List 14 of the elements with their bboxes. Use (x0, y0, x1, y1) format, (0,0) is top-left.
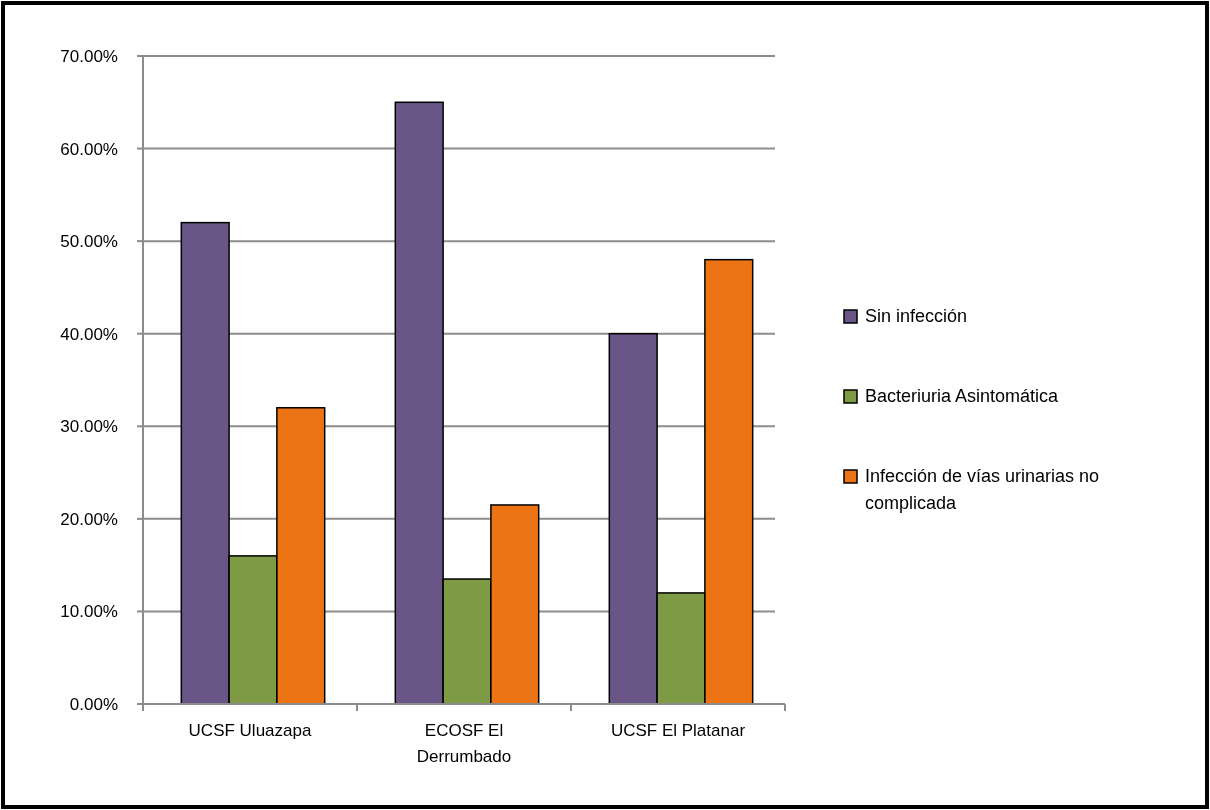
y-tick-label: 0.00% (69, 694, 118, 714)
legend-label: Bacteriuria Asintomática (865, 386, 1060, 407)
y-tick-label: 20.00% (60, 509, 118, 529)
x-tick-label: ECOSF El Derrumbado (416, 721, 512, 766)
y-tick-label: 70.00% (60, 46, 118, 66)
y-tick-label: 50.00% (60, 232, 118, 252)
y-tick-label: 30.00% (60, 417, 118, 437)
x-tick-label: UCSF El Platanar (610, 721, 746, 740)
legend-label: Infección de vías urinarias no complicada (865, 466, 1100, 514)
y-tick-label: 10.00% (60, 602, 118, 622)
x-tick-label: UCSF Uluazapa (188, 721, 312, 740)
legend-label: Sin infección (865, 306, 968, 327)
y-tick-label: 60.00% (60, 139, 118, 159)
y-tick-label: 40.00% (60, 324, 118, 344)
